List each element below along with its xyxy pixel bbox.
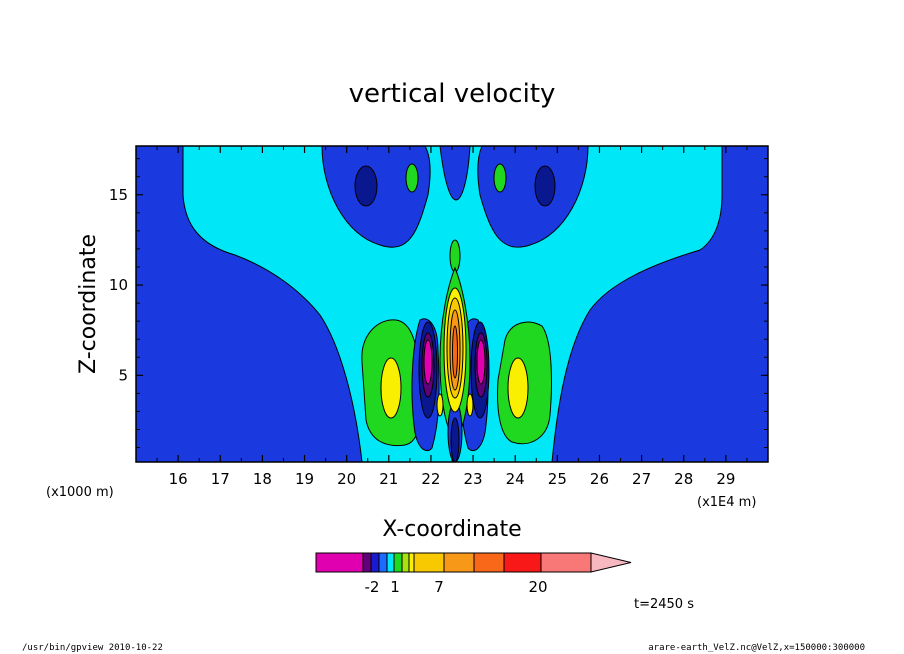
contour-green-small-left bbox=[405, 163, 419, 193]
contour-field bbox=[136, 146, 768, 462]
x-axis-unit: (x1E4 m) bbox=[697, 495, 756, 510]
x-tick-label: 24 bbox=[506, 470, 525, 488]
contour-navy-right bbox=[534, 165, 556, 207]
contour-magenta-right bbox=[476, 339, 486, 385]
colorbar-segment bbox=[408, 552, 415, 573]
x-tick-label: 16 bbox=[169, 470, 188, 488]
contour-navy-left bbox=[354, 165, 378, 207]
x-tick-label: 18 bbox=[253, 470, 272, 488]
contour-navy-jet-base bbox=[450, 417, 460, 462]
contour-red-jet bbox=[452, 325, 458, 379]
y-tick-label: 5 bbox=[118, 366, 128, 384]
colorbar-tick-label: -2 bbox=[365, 578, 380, 596]
y-axis-label: Z-coordinate bbox=[76, 234, 101, 374]
x-axis-label: X-coordinate bbox=[382, 517, 521, 542]
x-tick-label: 19 bbox=[295, 470, 314, 488]
colorbar-segment bbox=[473, 552, 505, 573]
colorbar-tick-label: 7 bbox=[434, 578, 444, 596]
colorbar-tick-labels: -2 1 7 20 bbox=[365, 578, 548, 596]
contour-magenta-left bbox=[423, 339, 433, 385]
x-tick-label: 29 bbox=[716, 470, 735, 488]
y-tick-label: 10 bbox=[109, 276, 128, 294]
contour-blue-center-top bbox=[439, 146, 471, 201]
x-tick-label: 23 bbox=[464, 470, 483, 488]
colorbar-segment bbox=[393, 552, 403, 573]
contour-yellow-left bbox=[380, 357, 402, 419]
colorbar-segment bbox=[503, 552, 542, 573]
colorbar-segment bbox=[413, 552, 445, 573]
colorbar-tick-label: 20 bbox=[528, 578, 547, 596]
x-tick-label: 26 bbox=[590, 470, 609, 488]
contour-blue-upper-left bbox=[321, 146, 431, 248]
x-tick-label: 20 bbox=[337, 470, 356, 488]
colorbar bbox=[315, 552, 632, 573]
y-tick-label: 15 bbox=[109, 186, 128, 204]
colorbar-segment bbox=[401, 552, 410, 573]
contour-green-small-right bbox=[493, 163, 507, 193]
colorbar-segment bbox=[540, 552, 592, 573]
colorbar-extend-arrow bbox=[590, 552, 632, 573]
chart-title: vertical velocity bbox=[349, 79, 556, 109]
x-tick-label: 21 bbox=[379, 470, 398, 488]
footer-right: arare-earth_VelZ.nc@VelZ,x=150000:300000 bbox=[648, 643, 865, 653]
colorbar-segment bbox=[362, 552, 372, 573]
colorbar-segment bbox=[378, 552, 388, 573]
x-tick-label: 25 bbox=[548, 470, 567, 488]
x-tick-label: 27 bbox=[632, 470, 651, 488]
colorbar-segment bbox=[370, 552, 380, 573]
y-axis-unit: (x1000 m) bbox=[46, 485, 114, 500]
colorbar-segment bbox=[386, 552, 395, 573]
x-tick-label: 17 bbox=[211, 470, 230, 488]
time-label: t=2450 s bbox=[634, 597, 694, 612]
x-axis: 16 17 18 19 20 21 22 23 24 25 26 27 28 29 bbox=[156, 146, 748, 488]
footer-left: /usr/bin/gpview 2010-10-22 bbox=[22, 643, 163, 653]
x-tick-label: 22 bbox=[421, 470, 440, 488]
contour-yellow-right bbox=[507, 357, 529, 419]
colorbar-segment bbox=[315, 552, 364, 573]
x-tick-label: 28 bbox=[674, 470, 693, 488]
contour-yellow-bit-right bbox=[466, 393, 474, 417]
y-axis: 5 10 15 bbox=[109, 158, 768, 449]
contour-yellow-bit-left bbox=[436, 393, 444, 417]
colorbar-tick-label: 1 bbox=[390, 578, 400, 596]
colorbar-segment bbox=[443, 552, 475, 573]
